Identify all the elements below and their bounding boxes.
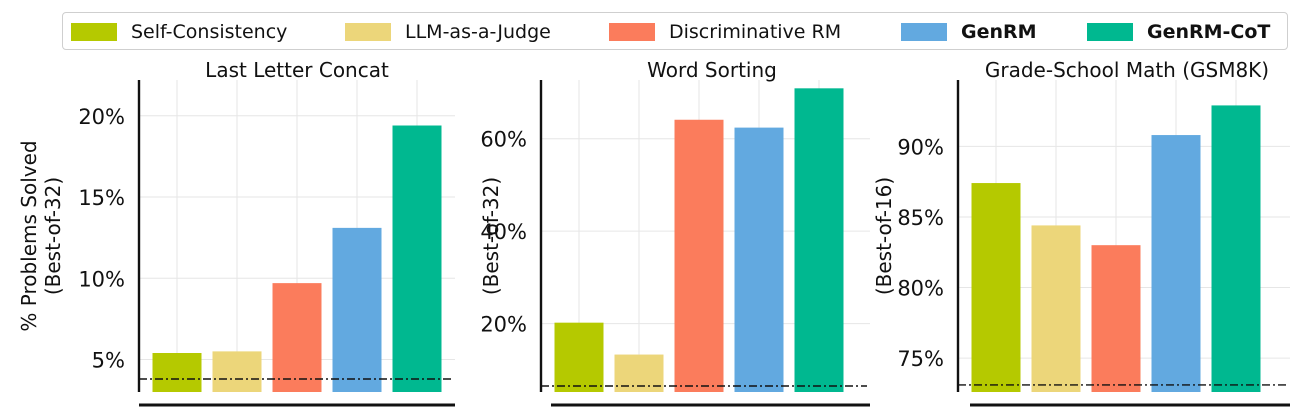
y-tick-label: 85% <box>897 206 944 230</box>
chart-panel: 5% 10% 15% 20% Last Letter Concat % Problems … <box>17 58 455 407</box>
y-tick-label: 90% <box>897 135 944 159</box>
legend-swatch <box>71 23 117 41</box>
legend-item: GenRM-CoT <box>1087 13 1270 51</box>
bar <box>212 351 262 392</box>
bar <box>794 88 844 392</box>
y-axis-label: (Best-of-32) <box>479 177 503 295</box>
bar <box>1031 225 1081 392</box>
bar <box>1091 245 1141 392</box>
chart-title: Last Letter Concat <box>205 58 389 82</box>
chart-panel: 20% 40% 60% Word Sorting (Best-of-32) <box>479 58 870 407</box>
y-axis-label: (Best-of-32) <box>41 177 65 295</box>
legend-label: GenRM <box>961 21 1037 43</box>
chart-title: Word Sorting <box>647 58 777 82</box>
legend-item: Self-Consistency <box>71 13 287 51</box>
bar <box>554 322 604 392</box>
bar <box>152 353 202 392</box>
y-tick-label: 20% <box>78 105 125 129</box>
y-axis-label: (Best-of-16) <box>872 177 896 295</box>
legend-item: Discriminative RM <box>609 13 841 51</box>
y-tick-label: 80% <box>897 277 944 301</box>
y-tick-label: 20% <box>480 313 527 337</box>
legend-label: GenRM-CoT <box>1147 21 1271 43</box>
y-tick-label: 10% <box>78 267 125 291</box>
y-tick-label: 60% <box>480 128 527 152</box>
y-tick-label: 15% <box>78 186 125 210</box>
bar <box>734 127 784 392</box>
legend-item: GenRM <box>901 13 1037 51</box>
y-tick-label: 5% <box>92 349 125 373</box>
legend-swatch <box>345 23 391 41</box>
chart-title: Grade-School Math (GSM8K) <box>985 58 1269 82</box>
chart-legend: Self-Consistency LLM-as-a-Judge Discrimina… <box>62 12 1288 50</box>
bar <box>971 183 1021 392</box>
legend-swatch <box>1087 23 1133 41</box>
bar <box>272 283 322 392</box>
legend-label: LLM-as-a-Judge <box>405 21 551 43</box>
y-tick-label: 40% <box>480 220 527 244</box>
bar <box>674 119 724 393</box>
legend-swatch <box>901 23 947 41</box>
y-tick-label: 75% <box>897 347 944 371</box>
y-axis-label: % Problems Solved <box>17 140 41 331</box>
bar <box>392 125 442 392</box>
bar <box>1151 135 1201 392</box>
legend-item: LLM-as-a-Judge <box>345 13 551 51</box>
chart-panel: 75% 80% 85% 90% Grade-School Math (GSM8K) (Be… <box>872 58 1290 407</box>
legend-label: Self-Consistency <box>131 21 288 43</box>
bar <box>332 227 382 392</box>
legend-swatch <box>609 23 655 41</box>
legend-label: Discriminative RM <box>669 21 842 43</box>
bar <box>1211 105 1261 392</box>
